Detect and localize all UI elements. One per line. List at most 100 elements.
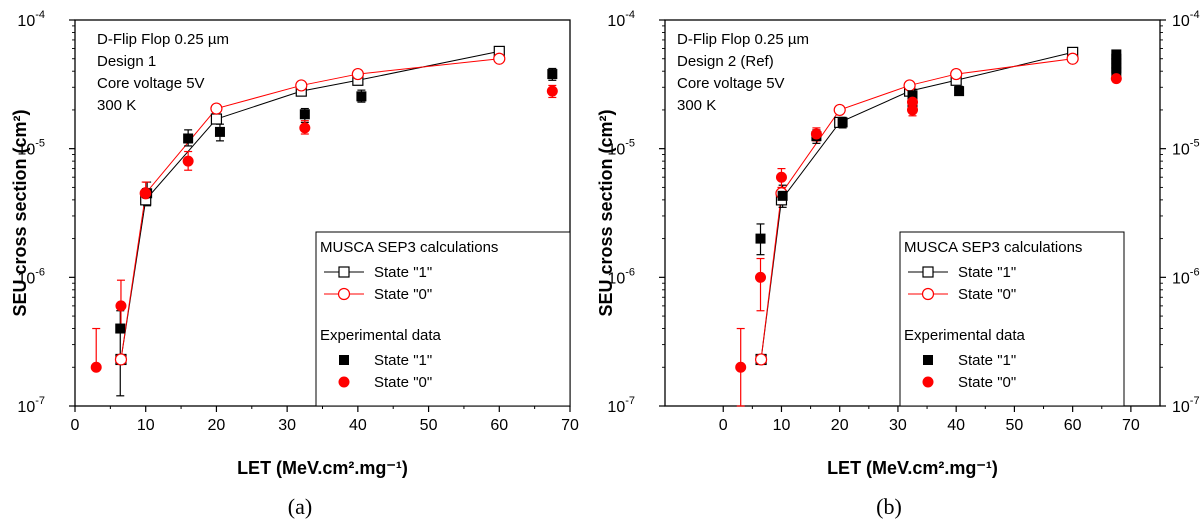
- data-point: [140, 187, 152, 199]
- data-point: [546, 85, 558, 97]
- legend-marker: [338, 266, 350, 278]
- data-point: [115, 300, 127, 312]
- legend-label: State "0": [958, 286, 1016, 303]
- x-axis-label: LET (MeV.cm².mg⁻¹): [237, 458, 408, 478]
- y-right-tick-label: 10-7: [1172, 395, 1200, 416]
- data-point: [775, 171, 787, 183]
- data-point: [810, 128, 822, 140]
- calc-point: [1066, 52, 1079, 65]
- legend-title-calc: MUSCA SEP3 calculations: [320, 239, 498, 256]
- data-point: [1111, 49, 1122, 60]
- calc-line: [760, 58, 1073, 360]
- legend-label: State "1": [374, 352, 432, 369]
- legend-label: State "0": [374, 374, 432, 391]
- data-point: [183, 133, 194, 144]
- data-point: [214, 126, 225, 137]
- calc-line: [120, 50, 500, 360]
- legend-marker: [922, 266, 934, 278]
- y-tick-label: 10-4: [607, 9, 635, 30]
- y-right-tick-label: 10-4: [1172, 9, 1200, 30]
- annotation-line: 300 K: [677, 97, 716, 114]
- x-tick-label: 70: [1122, 417, 1140, 434]
- x-tick-label: 70: [561, 417, 579, 434]
- legend-label: State "1": [958, 264, 1016, 281]
- legend-box: [315, 231, 571, 407]
- data-point: [182, 155, 194, 167]
- y-tick-label: 10-7: [17, 395, 45, 416]
- calc-point: [114, 353, 128, 366]
- annotation-line: Core voltage 5V: [97, 75, 205, 92]
- data-point: [1110, 73, 1122, 85]
- x-tick-label: 60: [1064, 417, 1082, 434]
- calc-point: [210, 113, 223, 125]
- y-tick-label: 10-4: [17, 9, 45, 30]
- legend-marker: [921, 287, 935, 301]
- annotation-line: Core voltage 5V: [677, 75, 785, 92]
- annotation-line: Design 2 (Ref): [677, 53, 774, 70]
- x-tick-label: 50: [1006, 417, 1024, 434]
- data-point: [299, 122, 311, 134]
- data-point: [356, 91, 367, 102]
- x-tick-label: 40: [349, 417, 367, 434]
- legend-title-calc: MUSCA SEP3 calculations: [904, 239, 1082, 256]
- y-right-tick-label: 10-5: [1172, 138, 1200, 159]
- legend-marker: [338, 376, 350, 388]
- data-point: [735, 361, 747, 373]
- calc-point: [754, 353, 768, 366]
- legend-marker: [923, 355, 933, 365]
- data-point: [837, 117, 848, 128]
- x-tick-label: 40: [947, 417, 965, 434]
- legend-title-exp: Experimental data: [904, 327, 1026, 344]
- calc-point: [950, 67, 963, 81]
- annotation-line: Design 1: [97, 53, 156, 70]
- caption-b: (b): [876, 494, 902, 519]
- x-tick-label: 0: [71, 417, 80, 434]
- legend-label: State "1": [374, 264, 432, 281]
- legend-label: State "0": [958, 374, 1016, 391]
- data-point: [755, 271, 767, 283]
- y-tick-label: 10-7: [607, 395, 635, 416]
- x-axis-label: LET (MeV.cm².mg⁻¹): [827, 458, 998, 478]
- x-tick-label: 30: [889, 417, 907, 434]
- legend-marker: [339, 355, 349, 365]
- data-point: [299, 109, 310, 120]
- x-tick-label: 30: [278, 417, 296, 434]
- legend-title-exp: Experimental data: [320, 327, 442, 344]
- data-point: [547, 69, 558, 80]
- annotation-line: 300 K: [97, 97, 136, 114]
- x-tick-label: 50: [420, 417, 438, 434]
- y-right-tick-label: 10-6: [1172, 266, 1200, 287]
- calc-point: [903, 79, 916, 92]
- data-point: [954, 86, 965, 97]
- legend-marker: [337, 287, 351, 301]
- legend-label: State "1": [958, 352, 1016, 369]
- x-tick-label: 20: [831, 417, 849, 434]
- calc-point: [295, 79, 308, 92]
- data-point: [755, 233, 766, 244]
- calc-line: [760, 51, 1073, 360]
- legend-box: [899, 231, 1125, 407]
- x-tick-label: 0: [719, 417, 728, 434]
- data-point: [907, 96, 918, 108]
- calc-line: [120, 58, 500, 360]
- calc-point: [833, 103, 846, 117]
- annotation-line: D-Flip Flop 0.25 µm: [677, 31, 809, 48]
- calc-point: [351, 67, 364, 81]
- legend: MUSCA SEP3 calculations State "1" State "0…: [315, 231, 571, 407]
- x-tick-label: 20: [208, 417, 226, 434]
- legend-label: State "0": [374, 286, 432, 303]
- calc-point: [210, 102, 223, 115]
- x-tick-label: 10: [773, 417, 791, 434]
- legend-marker: [922, 376, 934, 388]
- calc-point: [493, 52, 506, 65]
- annotation-line: D-Flip Flop 0.25 µm: [97, 31, 229, 48]
- legend: MUSCA SEP3 calculations State "1" State "0…: [899, 231, 1125, 407]
- x-tick-label: 60: [490, 417, 508, 434]
- data-point: [115, 323, 126, 334]
- y-axis-label: SEU cross section (cm²): [596, 109, 616, 316]
- data-point: [777, 190, 788, 201]
- data-point: [90, 361, 102, 373]
